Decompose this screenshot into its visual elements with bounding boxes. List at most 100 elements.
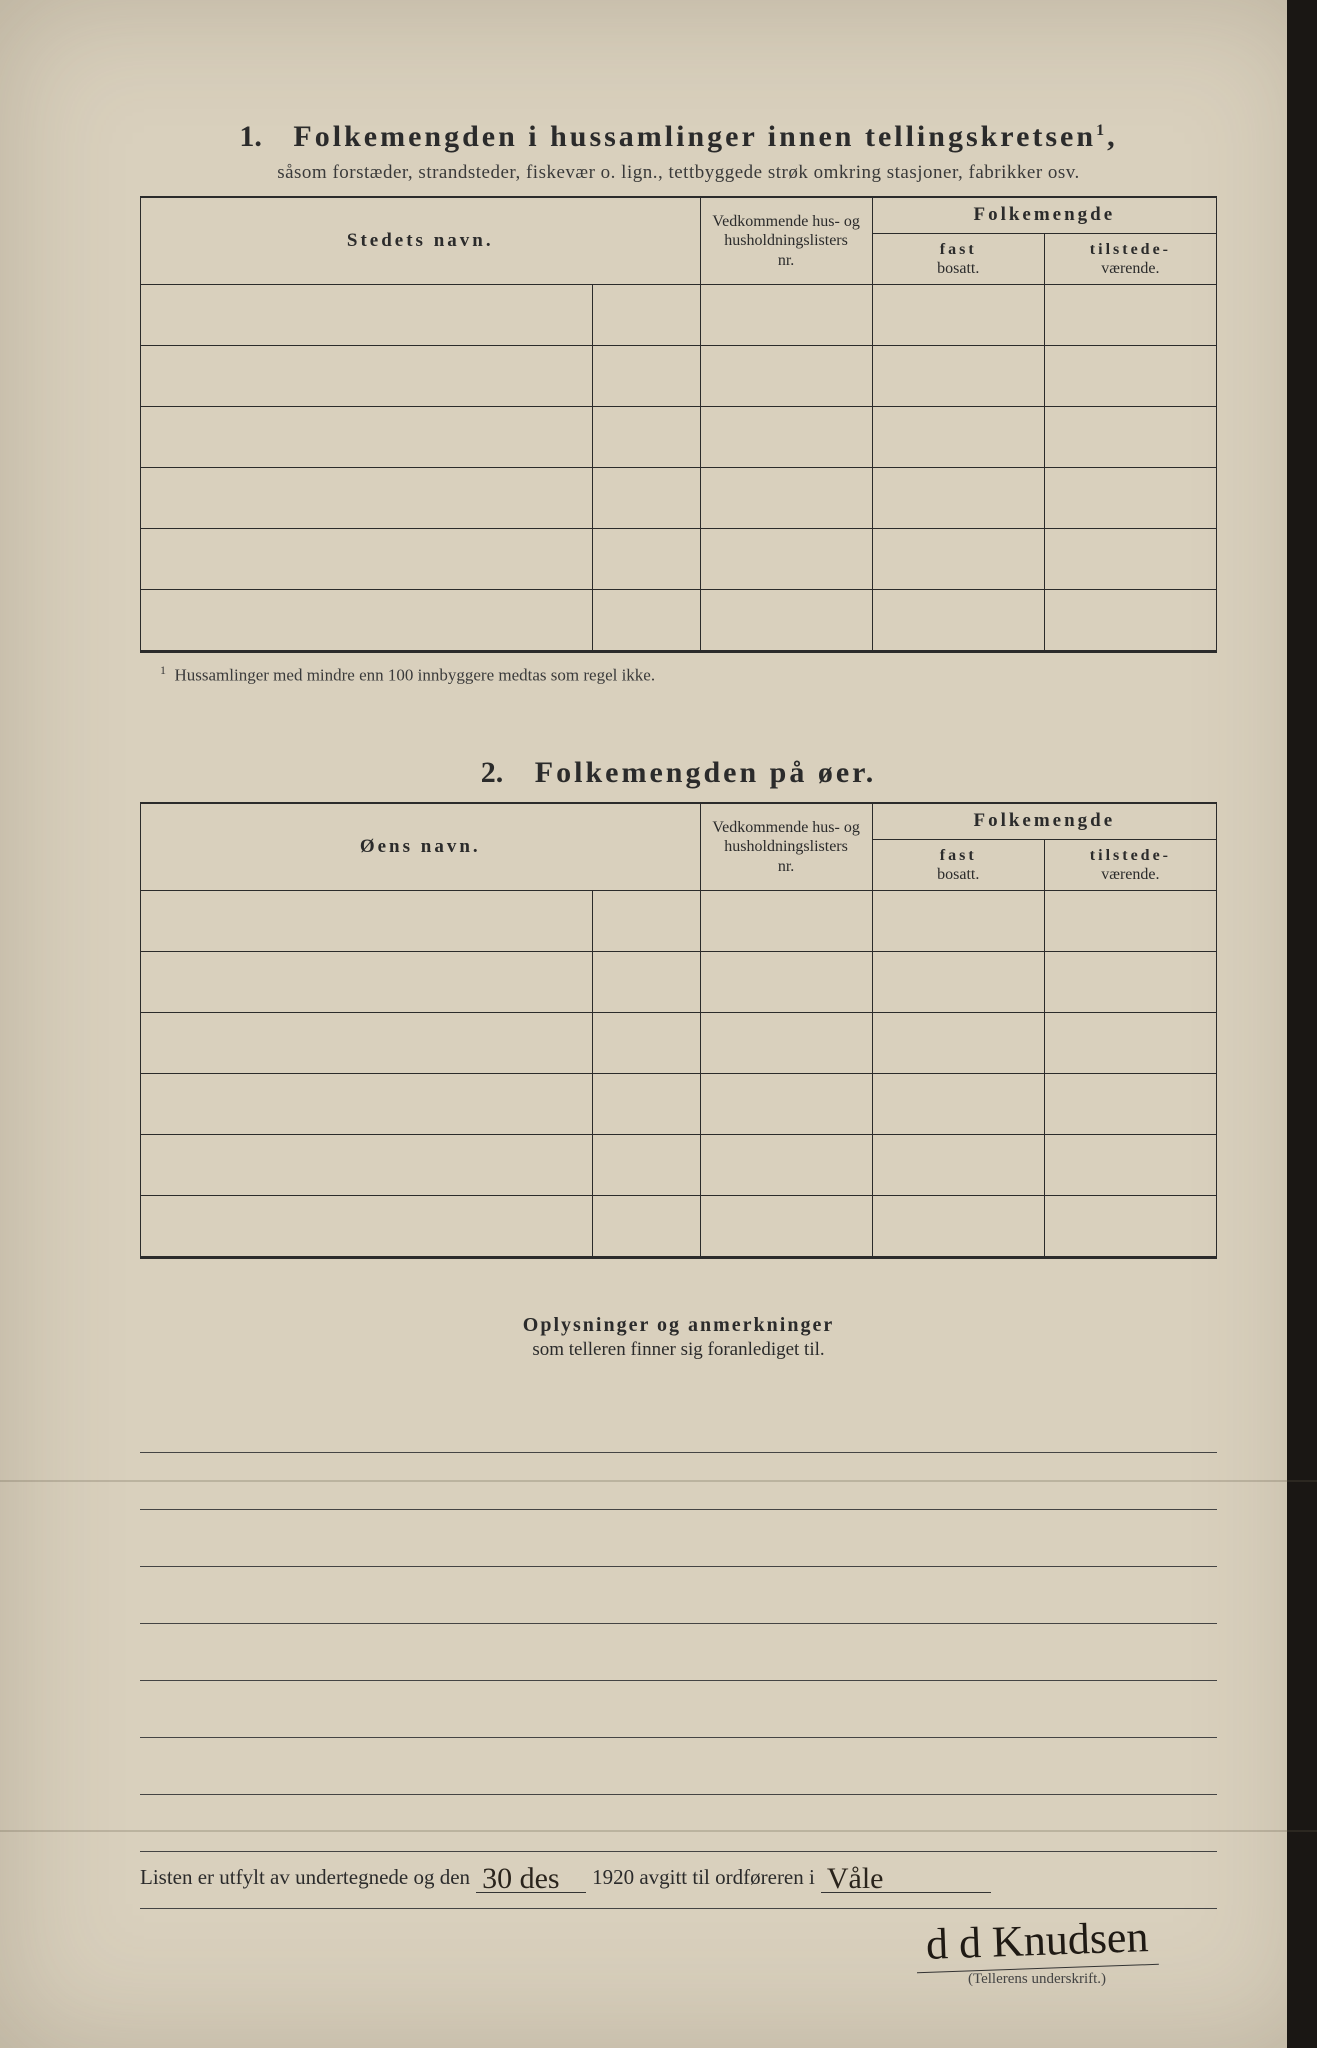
table-cell <box>592 407 700 468</box>
section2: 2. Folkemengden på øer. Øens navn. Vedko… <box>140 756 1217 1259</box>
table-cell <box>1044 590 1216 652</box>
table-row <box>141 529 1217 590</box>
table-cell <box>700 285 872 346</box>
col-header-ved: Vedkommende hus- og husholdningslisters … <box>700 803 872 891</box>
section3-title: Oplysninger og anmerkninger <box>523 1314 834 1336</box>
section2-rows <box>141 891 1217 1258</box>
section1-title: 1. Folkemengden i hussamlinger innen tel… <box>140 120 1217 154</box>
handwritten-date: 30 des <box>476 1862 566 1895</box>
col-header-tilstede: tilstede- værende. <box>1044 839 1216 890</box>
section2-table: Øens navn. Vedkommende hus- og husholdni… <box>140 802 1217 1259</box>
table-row <box>141 891 1217 952</box>
table-cell <box>700 407 872 468</box>
table-cell <box>141 952 593 1013</box>
table-cell <box>592 346 700 407</box>
section2-title-text: Folkemengden på øer. <box>535 756 876 789</box>
table-cell <box>700 1074 872 1135</box>
table-cell <box>872 590 1044 652</box>
section1-title-sup: 1 <box>1096 122 1107 139</box>
bottom-declaration: Listen er utfylt av undertegnede og den … <box>140 1858 1217 1893</box>
place-blank: Våle <box>821 1858 991 1893</box>
col-header-folkemengde: Folkemengde <box>872 197 1216 233</box>
table-cell <box>1044 285 1216 346</box>
table-cell <box>700 590 872 652</box>
table-cell <box>141 468 593 529</box>
section1-number: 1. <box>239 120 262 153</box>
table-cell <box>1044 468 1216 529</box>
table-cell <box>592 952 700 1013</box>
table-cell <box>592 1135 700 1196</box>
table-row <box>141 1074 1217 1135</box>
writing-rule <box>140 1396 1217 1453</box>
content-area: 1. Folkemengden i hussamlinger innen tel… <box>140 120 1217 1909</box>
table-row <box>141 590 1217 652</box>
table-cell <box>592 891 700 952</box>
section3-heading: Oplysninger og anmerkninger som telleren… <box>140 1314 1217 1361</box>
table-cell <box>141 1013 593 1074</box>
section3-rules <box>140 1396 1217 1909</box>
writing-rule <box>140 1681 1217 1738</box>
section1-footnote: 1 Hussamlinger med mindre enn 100 innbyg… <box>160 663 1217 686</box>
table-cell <box>700 1013 872 1074</box>
table-cell <box>592 590 700 652</box>
table-cell <box>141 891 593 952</box>
table-cell <box>1044 529 1216 590</box>
writing-rule <box>140 1510 1217 1567</box>
table-cell <box>592 529 700 590</box>
table-cell <box>1044 1135 1216 1196</box>
writing-rule <box>140 1624 1217 1681</box>
table-row <box>141 1135 1217 1196</box>
table-cell <box>141 1135 593 1196</box>
col-header-tilstede: tilstede- værende. <box>1044 233 1216 284</box>
table-cell <box>592 1013 700 1074</box>
table-row <box>141 468 1217 529</box>
table-cell <box>141 407 593 468</box>
table-cell <box>872 891 1044 952</box>
table-cell <box>141 285 593 346</box>
table-cell <box>700 952 872 1013</box>
handwritten-signature: d d Knudsen <box>915 1911 1159 1973</box>
handwritten-place: Våle <box>821 1862 890 1895</box>
table-row <box>141 407 1217 468</box>
table-cell <box>700 346 872 407</box>
section1-subtitle: såsom forstæder, strandsteder, fiskevær … <box>140 162 1217 184</box>
col-header-fast: fast bosatt. <box>872 233 1044 284</box>
table-cell <box>872 346 1044 407</box>
table-row <box>141 952 1217 1013</box>
signature-label: (Tellerens underskrift.) <box>857 1971 1217 1988</box>
writing-rule <box>140 1738 1217 1795</box>
col-header-name: Øens navn. <box>141 803 701 891</box>
table-cell <box>141 346 593 407</box>
table-cell <box>700 529 872 590</box>
table-cell <box>592 1074 700 1135</box>
section2-title: 2. Folkemengden på øer. <box>140 756 1217 790</box>
table-cell <box>872 1074 1044 1135</box>
section1-table: Stedets navn. Vedkommende hus- og hushol… <box>140 196 1217 653</box>
bottom-text-before: Listen er utfylt av undertegnede og den <box>140 1865 470 1890</box>
section1-title-text: Folkemengden i hussamlinger innen tellin… <box>293 120 1096 153</box>
table-cell <box>592 285 700 346</box>
table-cell <box>141 1074 593 1135</box>
writing-rule <box>140 1567 1217 1624</box>
writing-rule <box>140 1795 1217 1852</box>
date-blank: 30 des <box>476 1858 586 1893</box>
col-header-folkemengde: Folkemengde <box>872 803 1216 839</box>
table-cell <box>592 468 700 529</box>
table-cell <box>700 1196 872 1258</box>
section3-subtitle: som telleren finner sig foranlediget til… <box>140 1339 1217 1361</box>
table-cell <box>1044 346 1216 407</box>
table-cell <box>141 590 593 652</box>
col-header-ved: Vedkommende hus- og husholdningslisters … <box>700 197 872 285</box>
table-cell <box>872 529 1044 590</box>
table-cell <box>872 1135 1044 1196</box>
table-cell <box>1044 1074 1216 1135</box>
table-cell <box>141 529 593 590</box>
document-page: 1. Folkemengden i hussamlinger innen tel… <box>0 0 1317 2048</box>
table-cell <box>1044 1013 1216 1074</box>
table-cell <box>872 1196 1044 1258</box>
section2-number: 2. <box>481 756 504 789</box>
bottom-text-after: avgitt til ordføreren i <box>639 1865 815 1890</box>
table-cell <box>1044 952 1216 1013</box>
table-cell <box>700 891 872 952</box>
col-header-fast: fast bosatt. <box>872 839 1044 890</box>
